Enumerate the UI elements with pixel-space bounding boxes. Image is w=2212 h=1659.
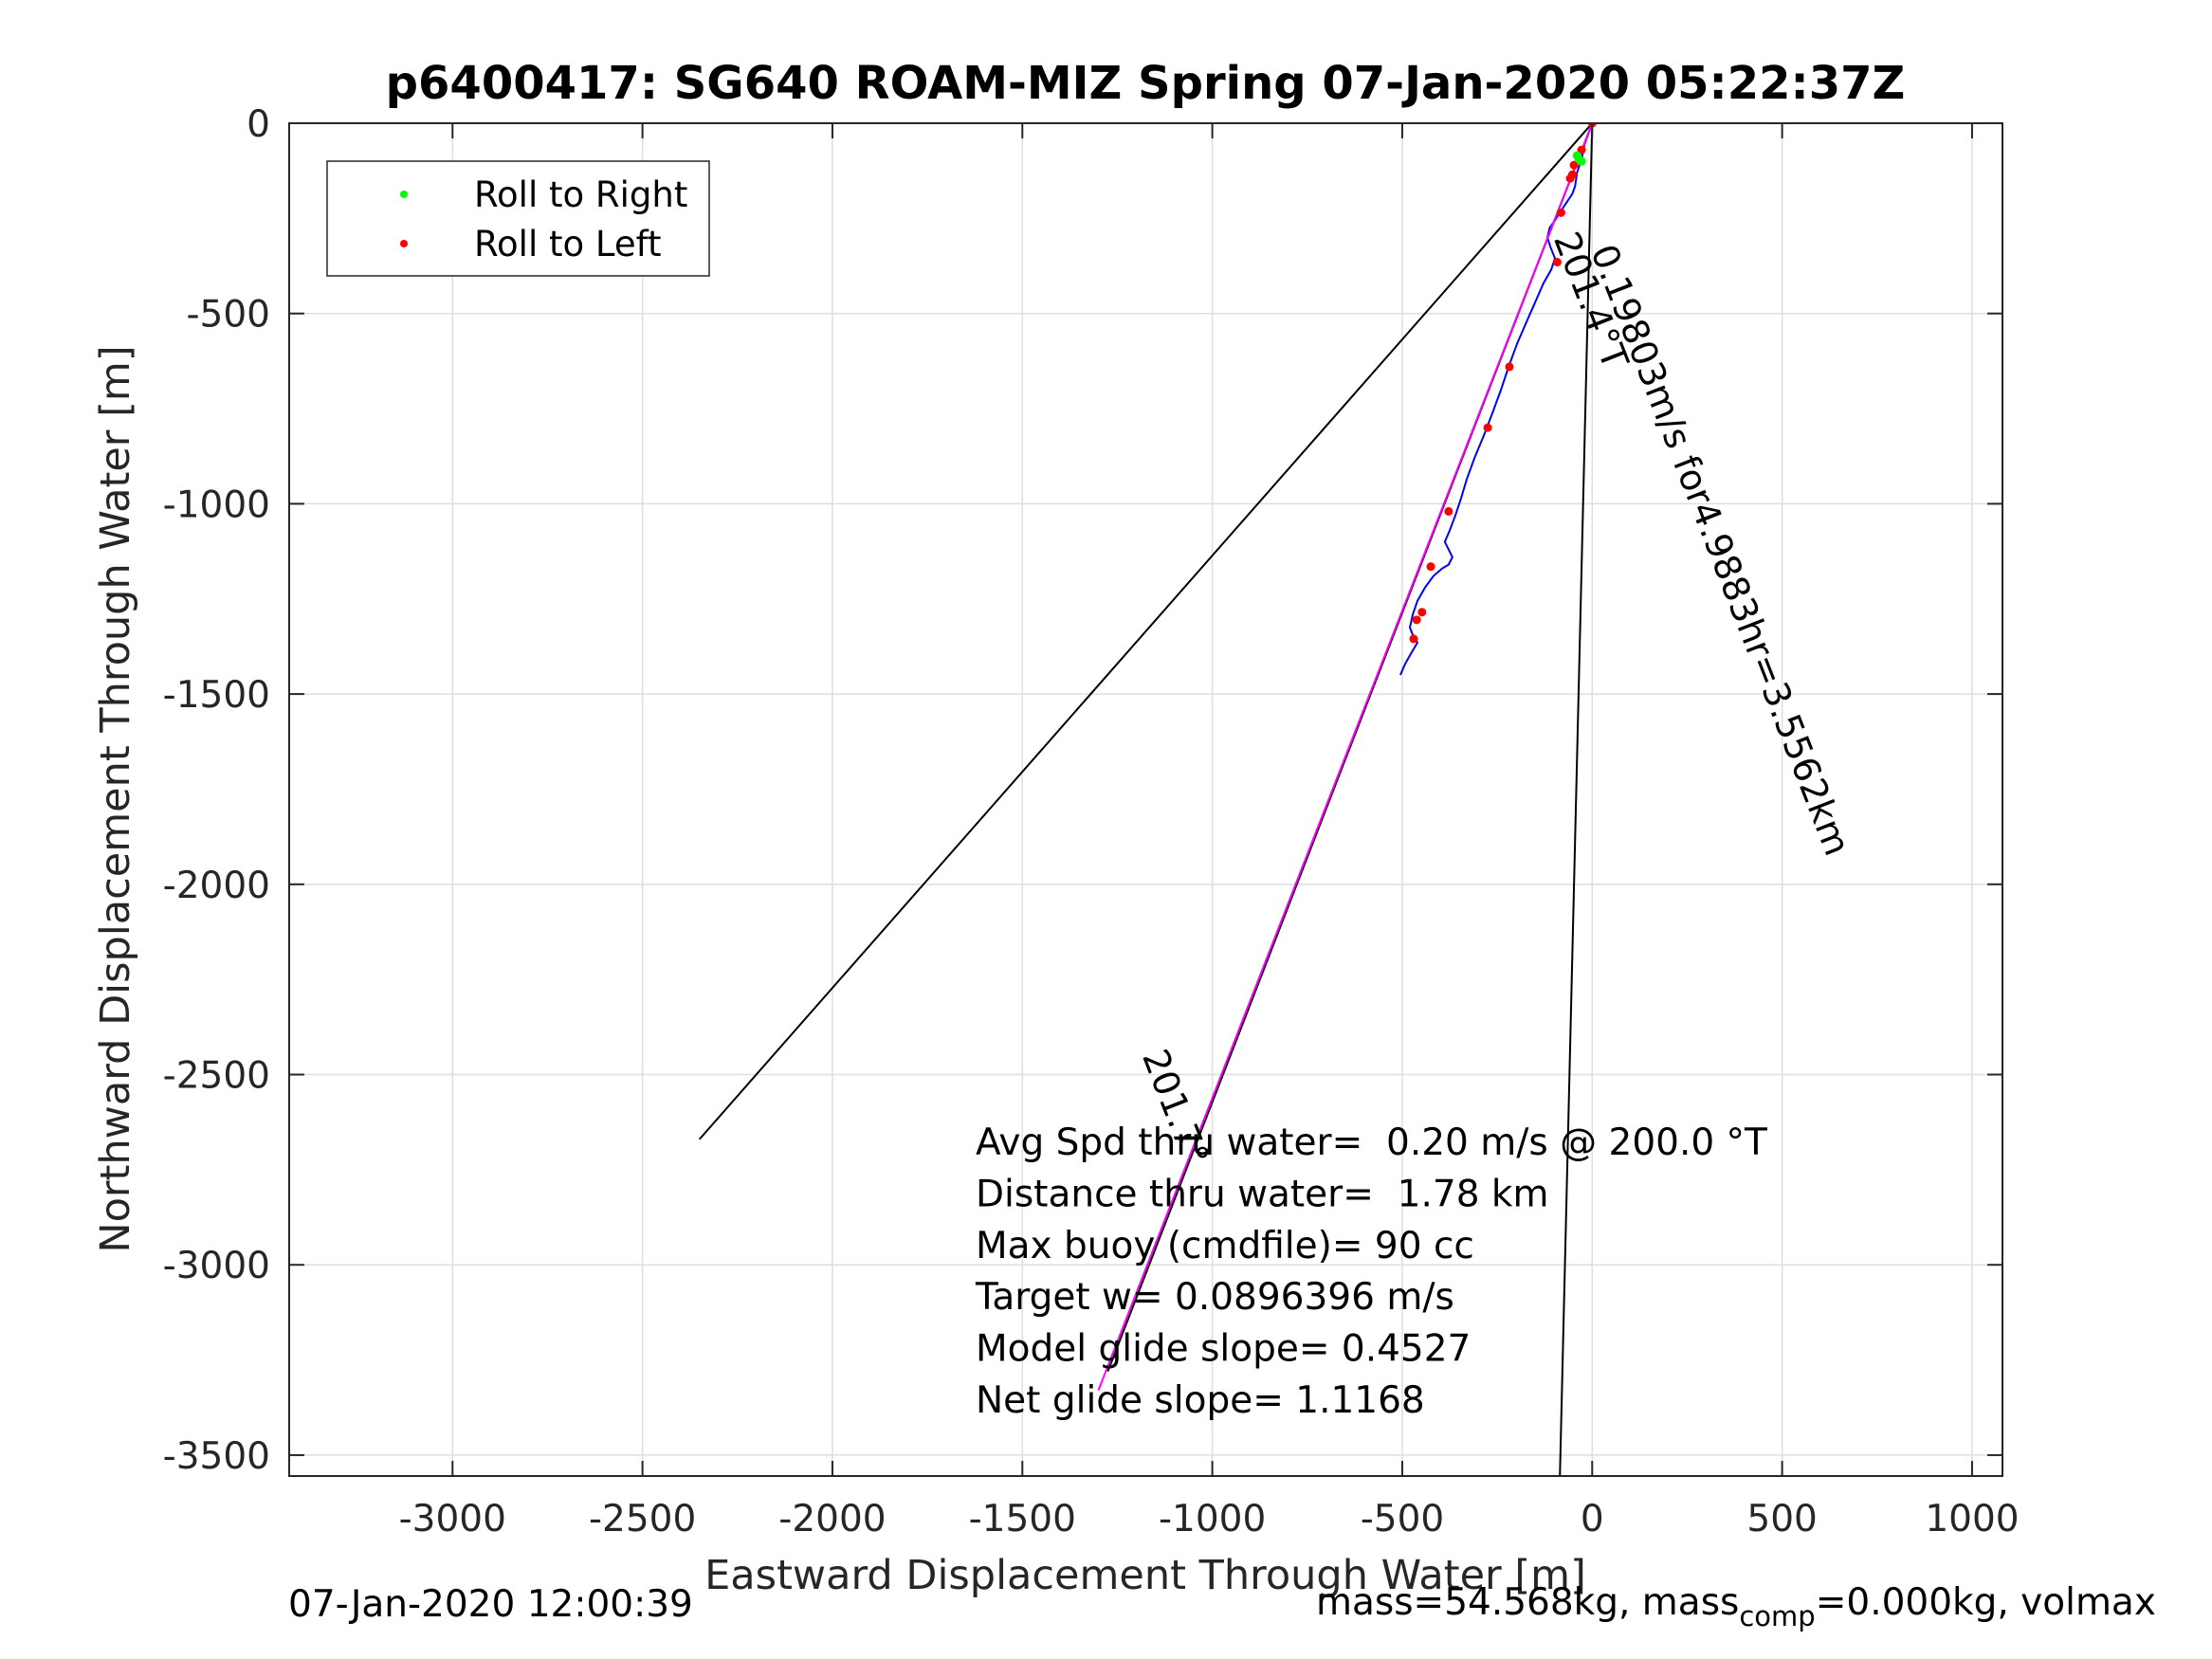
roll-left-point (1412, 615, 1421, 625)
plot-area (698, 123, 1597, 1476)
gridlines (289, 122, 2002, 1476)
x-tick-label: -1500 (969, 1498, 1076, 1540)
reference-line (1559, 123, 1594, 1476)
y-tick-label: -500 (186, 294, 270, 337)
roll-left-point (1483, 423, 1492, 432)
legend-marker (400, 240, 408, 247)
series-line (1097, 123, 1594, 1392)
axes-box (288, 122, 2003, 1477)
x-tick-label: -1000 (1159, 1498, 1266, 1540)
stats-line: Max buoy (cmdfile)= 90 cc (976, 1225, 1474, 1267)
y-tick-label: -1500 (163, 674, 270, 717)
roll-left-point (1565, 173, 1575, 183)
chart-title: p6400417: SG640 ROAM-MIZ Spring 07-Jan-2… (386, 57, 1906, 110)
y-tick-label: 0 (247, 103, 270, 146)
roll-left-point (1426, 562, 1435, 572)
roll-right-point (1577, 156, 1586, 166)
series-line (1399, 123, 1594, 676)
legend-label: Roll to Right (474, 174, 687, 215)
stats-text-block: Avg Spd thru water= 0.20 m/s @ 200.0 °T D… (975, 1121, 1767, 1422)
reference-line (698, 123, 1594, 1140)
x-tick-label: 500 (1746, 1498, 1817, 1540)
roll-left-point (1417, 608, 1427, 617)
tick-marks (289, 122, 2002, 1476)
x-tick-label: -2500 (589, 1498, 696, 1540)
footer-mass-subscript: comp (1739, 1600, 1816, 1632)
x-tick-label: 0 (1581, 1498, 1604, 1540)
roll-left-point (1505, 362, 1514, 372)
y-tick-label: -3000 (163, 1245, 270, 1287)
legend-label: Roll to Left (474, 224, 662, 264)
roll-left-point (1409, 634, 1418, 644)
x-tick-label: -3000 (399, 1498, 506, 1540)
legend: Roll to Right Roll to Left (326, 160, 710, 277)
roll-left-point (1552, 258, 1562, 267)
footer-mass-prefix: mass=54.568kg, mass (1316, 1581, 1740, 1624)
stats-line: Distance thru water= 1.78 km (976, 1173, 1548, 1215)
footer-mass-info: mass=54.568kg, masscomp=0.000kg, volmax (1316, 1581, 2156, 1632)
stats-line: Target w= 0.0896396 m/s (975, 1276, 1454, 1319)
roll-left-point (1444, 506, 1453, 516)
y-axis-label: Northward Displacement Through Water [m] (92, 345, 139, 1252)
legend-marker (400, 191, 408, 198)
y-tick-label: -1000 (163, 483, 270, 526)
roll-left-point (1556, 208, 1565, 217)
x-axis-label: Eastward Displacement Through Water [m] (704, 1552, 1586, 1599)
x-tick-label: -2000 (778, 1498, 886, 1540)
y-tick-label: -2500 (163, 1055, 270, 1098)
footer-mass-suffix: =0.000kg, volmax (1815, 1581, 2156, 1624)
tick-labels: -3000 -2500 -2000 -1500 -1000 -500 0 500 1000 0 -5… (163, 103, 2020, 1540)
stats-line: Net glide slope= 1.1168 (976, 1379, 1425, 1422)
roll-left-point (1577, 145, 1586, 155)
y-tick-label: -2000 (163, 865, 270, 907)
roll-left-point (1569, 160, 1579, 170)
x-tick-label: -500 (1361, 1498, 1445, 1540)
x-tick-label: 1000 (1925, 1498, 2019, 1540)
legend-box (326, 160, 710, 277)
y-tick-label: -3500 (163, 1435, 270, 1478)
footer-timestamp: 07-Jan-2020 12:00:39 (288, 1583, 693, 1626)
stats-line: Avg Spd thru water= 0.20 m/s @ 200.0 °T (976, 1121, 1767, 1164)
stats-line: Model glide slope= 0.4527 (976, 1328, 1471, 1371)
